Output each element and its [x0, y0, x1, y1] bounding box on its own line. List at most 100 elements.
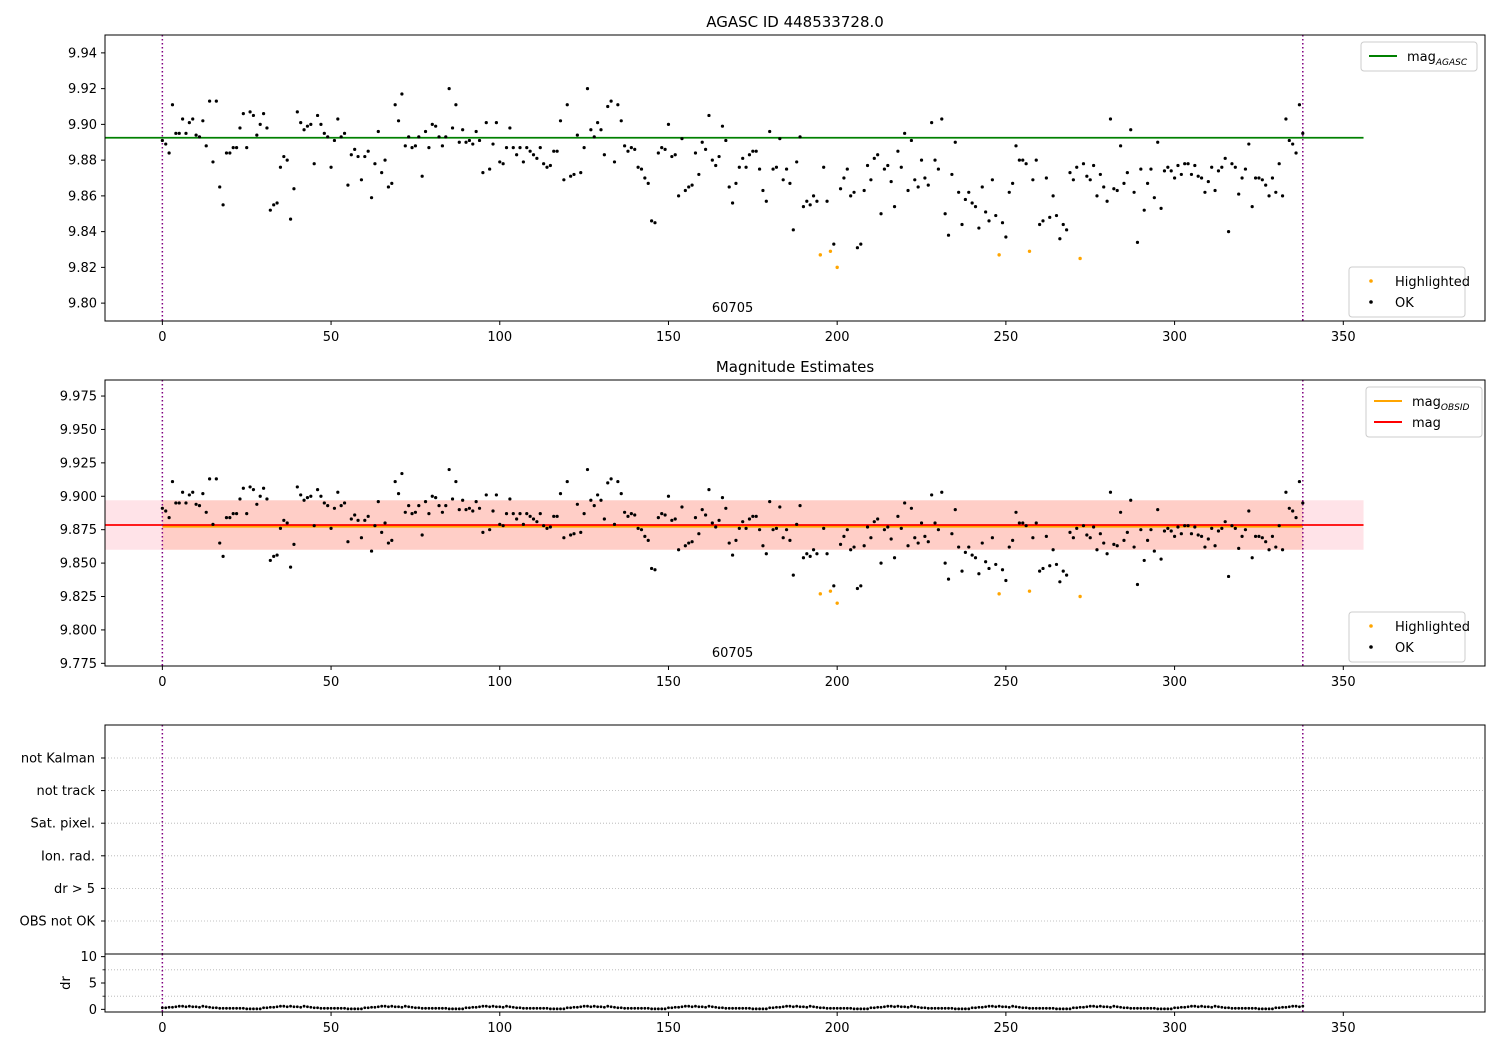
dr-point [397, 1005, 400, 1009]
ok-point [1132, 545, 1136, 549]
ok-point [393, 103, 397, 107]
ok-point [403, 144, 407, 148]
y-tick-label: 9.82 [68, 261, 97, 276]
dr-point [1206, 1005, 1210, 1009]
highlighted-point [1078, 594, 1082, 599]
ok-point [1105, 552, 1109, 556]
ok-point [1243, 167, 1248, 171]
ok-point [363, 518, 367, 522]
ok-point [1129, 498, 1133, 502]
ok-point [218, 541, 222, 545]
ok-point [751, 514, 755, 518]
dr-point [363, 1006, 367, 1010]
dr-point [1041, 1006, 1045, 1010]
ok-point [1051, 548, 1055, 552]
ok-point [248, 485, 252, 489]
ok-point [855, 246, 860, 250]
ok-point [238, 497, 242, 501]
ok-point [1048, 564, 1052, 568]
ok-point [272, 203, 276, 207]
ok-point [558, 119, 563, 123]
dr-point [380, 1004, 384, 1008]
dr-point [849, 1006, 853, 1010]
ok-point [1287, 506, 1291, 510]
ok-point [245, 512, 249, 516]
y-tick-label: 9.84 [68, 225, 97, 240]
ok-point [774, 526, 779, 530]
ok-point [1122, 538, 1126, 542]
ok-point [653, 568, 657, 572]
y-tick-label: 5 [89, 977, 97, 992]
ok-point [234, 512, 239, 516]
ok-point [977, 572, 981, 576]
ok-point [1233, 165, 1237, 169]
ok-point [1031, 536, 1035, 540]
dr-point [609, 1005, 613, 1009]
ok-point [811, 194, 816, 198]
dr-point [1284, 1005, 1288, 1009]
ok-point [892, 556, 897, 560]
ok-point [548, 525, 552, 529]
y-tick-label: 9.875 [60, 523, 97, 538]
ok-point [437, 135, 441, 139]
ok-point [265, 126, 269, 130]
x-tick-label: 100 [487, 330, 512, 345]
ok-point [1088, 536, 1092, 540]
dr-point [1152, 1006, 1156, 1010]
dr-point [650, 1007, 654, 1011]
highlighted-point [828, 249, 833, 253]
ok-point [444, 504, 448, 508]
dr-point [899, 1005, 903, 1009]
dr-point [602, 1005, 606, 1009]
ok-point [322, 131, 326, 135]
dr-point [805, 1005, 809, 1009]
ok-point [788, 181, 792, 185]
dr-point [839, 1006, 842, 1010]
dr-point [1250, 1006, 1254, 1010]
ok-point [609, 477, 613, 481]
ok-point [329, 165, 333, 169]
dr-point [211, 1006, 215, 1010]
ok-point [943, 561, 947, 565]
dr-point [845, 1006, 849, 1010]
ok-point [720, 124, 725, 128]
flags-panel: OBS not OK dr > 5 Ion. rad. Sat. pixel. not … [20, 724, 1486, 955]
ok-point [1240, 176, 1244, 180]
ok-point [1226, 574, 1231, 579]
ok-point [464, 508, 468, 512]
dr-point [656, 1007, 660, 1011]
ok-point [650, 219, 654, 223]
ok-point [1210, 526, 1214, 530]
y-tick-label: 9.80 [68, 297, 97, 312]
dr-point [947, 1006, 950, 1010]
ok-point [930, 120, 934, 125]
dr-point [1237, 1006, 1241, 1010]
dr-point [822, 1006, 826, 1010]
dr-point [727, 1006, 731, 1010]
ok-point [673, 517, 677, 521]
ok-point [552, 149, 556, 153]
ok-point [312, 162, 316, 166]
ok-point [349, 517, 353, 521]
dr-point [407, 1005, 411, 1009]
dr-point [1132, 1006, 1136, 1010]
ok-point [1125, 530, 1129, 534]
ok-point [484, 120, 488, 125]
dr-point [316, 1006, 319, 1010]
ok-point [916, 541, 920, 545]
dr-point [825, 1006, 829, 1010]
ok-point [177, 501, 181, 505]
ok-point [1176, 525, 1180, 529]
ok-point [390, 538, 394, 542]
dr-point [596, 1005, 600, 1009]
ok-point [838, 542, 843, 546]
legend-top: magAGASC [1360, 41, 1478, 72]
ok-point [255, 133, 259, 137]
dr-point [552, 1007, 556, 1011]
dr-point [319, 1006, 323, 1010]
ok-point [855, 586, 860, 591]
x-tick-label: 350 [1331, 1021, 1356, 1036]
dr-point [744, 1006, 748, 1010]
dr-point [559, 1007, 562, 1011]
legend-frame [1360, 41, 1478, 72]
